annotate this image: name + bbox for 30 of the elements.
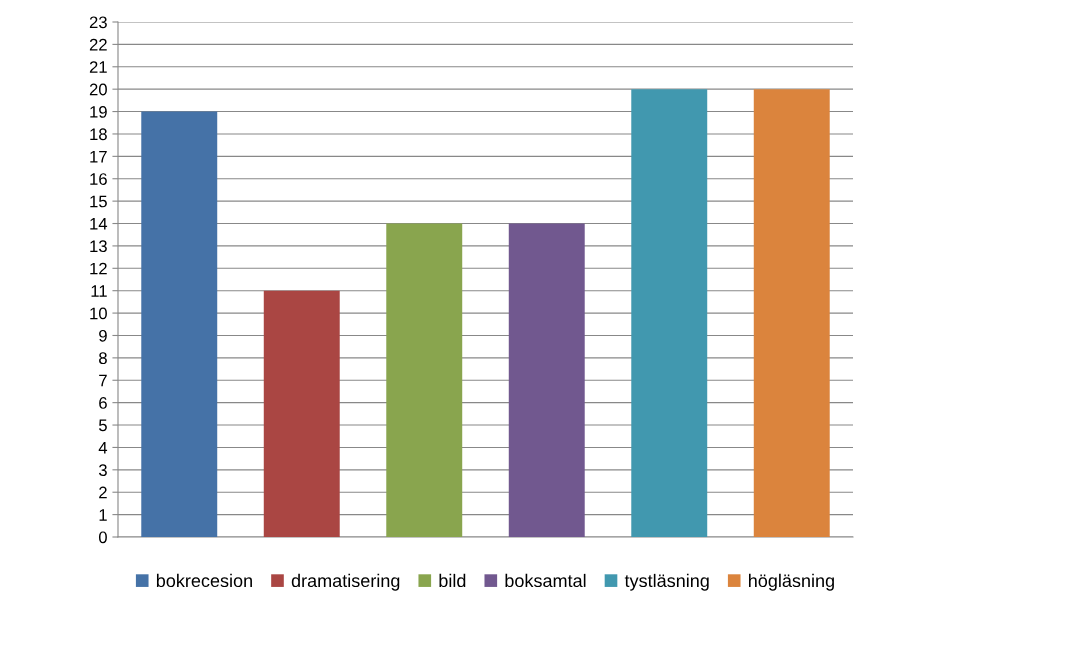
y-tick-label: 7 <box>99 374 107 387</box>
legend-label: bokrecesion <box>156 573 252 588</box>
y-tick-label: 17 <box>90 150 107 163</box>
y-tick-label: 8 <box>99 352 107 365</box>
y-tick-label: 22 <box>89 38 107 51</box>
y-tick-label: 14 <box>90 218 108 230</box>
y-tick-label: 18 <box>90 128 107 141</box>
legend-label: dramatisering <box>291 573 400 591</box>
y-tick-label: 12 <box>90 262 107 275</box>
y-tick-label: 3 <box>98 464 107 477</box>
legend-label: boksamtal <box>505 573 586 588</box>
y-tick-label: 2 <box>99 486 107 499</box>
legend-label: högläsning <box>749 573 834 591</box>
y-tick-label: 10 <box>90 307 107 320</box>
y-tick-label: 6 <box>99 397 107 409</box>
y-tick-label: 4 <box>98 442 108 454</box>
y-tick-label: 15 <box>90 195 107 208</box>
y-tick-label: 16 <box>90 173 107 185</box>
y-tick-label: 21 <box>89 61 107 73</box>
y-tick-label: 1 <box>99 509 107 521</box>
y-tick-label: 23 <box>89 16 107 29</box>
legend-label: bild <box>439 573 466 588</box>
y-tick-label: 5 <box>98 419 107 432</box>
y-tick-label: 0 <box>98 531 107 544</box>
y-tick-label: 9 <box>99 329 107 342</box>
y-tick-label: 13 <box>90 240 107 253</box>
y-tick-label: 20 <box>89 83 107 96</box>
y-tick-label: 11 <box>91 285 107 297</box>
y-tick-label: 19 <box>90 105 107 118</box>
legend-label: tystläsning <box>624 573 709 591</box>
